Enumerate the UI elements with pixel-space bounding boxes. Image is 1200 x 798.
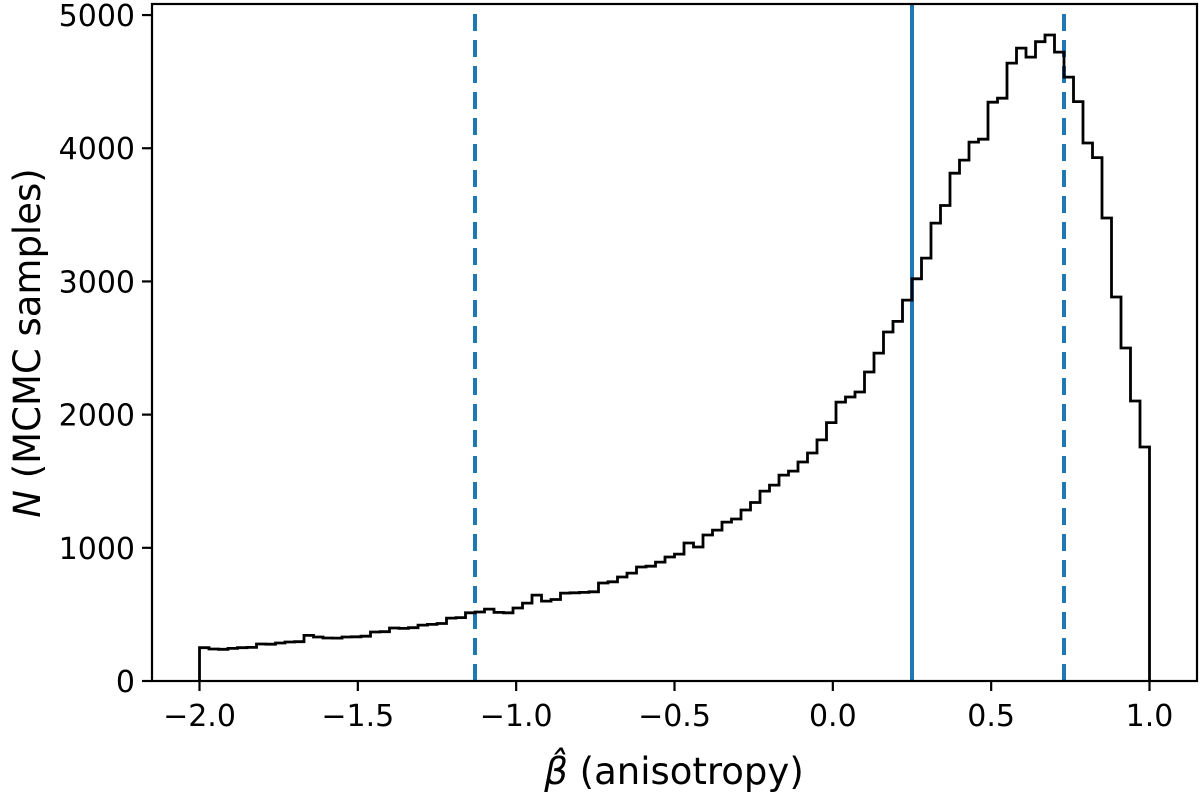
y-tick-label: 4000 [59, 132, 135, 167]
y-tick-label: 5000 [59, 0, 135, 34]
plot-area: −2.0 −1.5 −1.0 −0.5 0.0 0.5 1.0 0 1000 2000 3000 40… [59, 0, 1199, 734]
x-tick-label: −1.0 [480, 699, 553, 734]
plot-frame [150, 2, 1199, 683]
histogram-step-line [198, 33, 1151, 681]
y-axis-label: N (MCMC samples) [6, 168, 49, 517]
y-tick-label: 2000 [59, 399, 135, 434]
y-tick-label: 1000 [59, 532, 135, 567]
y-tick-label: 3000 [59, 265, 135, 300]
x-tick-label: 0.5 [967, 699, 1015, 734]
x-tick-label: −0.5 [638, 699, 711, 734]
x-tick-label: −2.0 [163, 699, 236, 734]
x-axis-label: β̂ (anisotropy) [543, 747, 804, 793]
x-tick-label: 1.0 [1126, 699, 1174, 734]
y-tick-label: 0 [116, 665, 135, 700]
x-tick-label: 0.0 [809, 699, 857, 734]
x-tick-label: −1.5 [321, 699, 394, 734]
